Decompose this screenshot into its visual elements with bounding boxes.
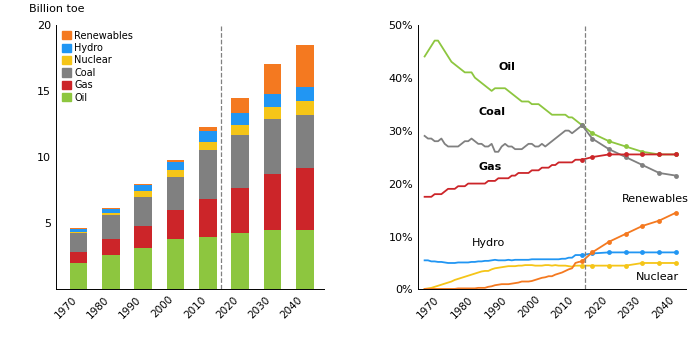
Bar: [263, 230, 281, 289]
Bar: [167, 239, 184, 289]
Bar: [102, 209, 120, 213]
Text: Gas: Gas: [478, 162, 501, 172]
Bar: [263, 94, 281, 107]
Text: Renewables: Renewables: [622, 194, 690, 204]
Bar: [70, 252, 88, 263]
Bar: [231, 97, 249, 113]
Bar: [296, 230, 314, 289]
Bar: [199, 237, 217, 289]
Bar: [70, 233, 88, 252]
Bar: [134, 185, 152, 191]
Bar: [134, 191, 152, 197]
Bar: [199, 199, 217, 237]
Text: Oil: Oil: [498, 62, 515, 72]
Bar: [167, 160, 184, 162]
Text: Billion toe: Billion toe: [29, 4, 85, 14]
Bar: [263, 64, 281, 94]
Bar: [199, 142, 217, 150]
Bar: [102, 208, 120, 209]
Bar: [102, 239, 120, 255]
Legend: Renewables, Hydro, Nuclear, Coal, Gas, Oil: Renewables, Hydro, Nuclear, Coal, Gas, O…: [61, 30, 134, 104]
Bar: [102, 255, 120, 289]
Bar: [134, 197, 152, 226]
Bar: [296, 168, 314, 230]
Text: Hydro: Hydro: [472, 238, 505, 248]
Bar: [102, 213, 120, 215]
Bar: [70, 232, 88, 233]
Bar: [199, 150, 217, 199]
Bar: [263, 107, 281, 119]
Bar: [296, 115, 314, 168]
Bar: [199, 131, 217, 142]
Bar: [134, 184, 152, 185]
Bar: [70, 229, 88, 232]
Bar: [167, 177, 184, 210]
Bar: [167, 162, 184, 170]
Text: Nuclear: Nuclear: [636, 272, 679, 282]
Bar: [134, 249, 152, 289]
Bar: [70, 263, 88, 289]
Bar: [231, 134, 249, 187]
Bar: [134, 226, 152, 249]
Bar: [231, 187, 249, 233]
Bar: [199, 127, 217, 131]
Bar: [263, 119, 281, 174]
Bar: [296, 87, 314, 101]
Bar: [231, 233, 249, 289]
Bar: [231, 125, 249, 134]
Bar: [102, 215, 120, 239]
Bar: [263, 174, 281, 230]
Bar: [167, 170, 184, 177]
Bar: [296, 101, 314, 115]
Bar: [231, 113, 249, 125]
Bar: [296, 44, 314, 87]
Text: Coal: Coal: [478, 107, 505, 117]
Bar: [167, 210, 184, 239]
